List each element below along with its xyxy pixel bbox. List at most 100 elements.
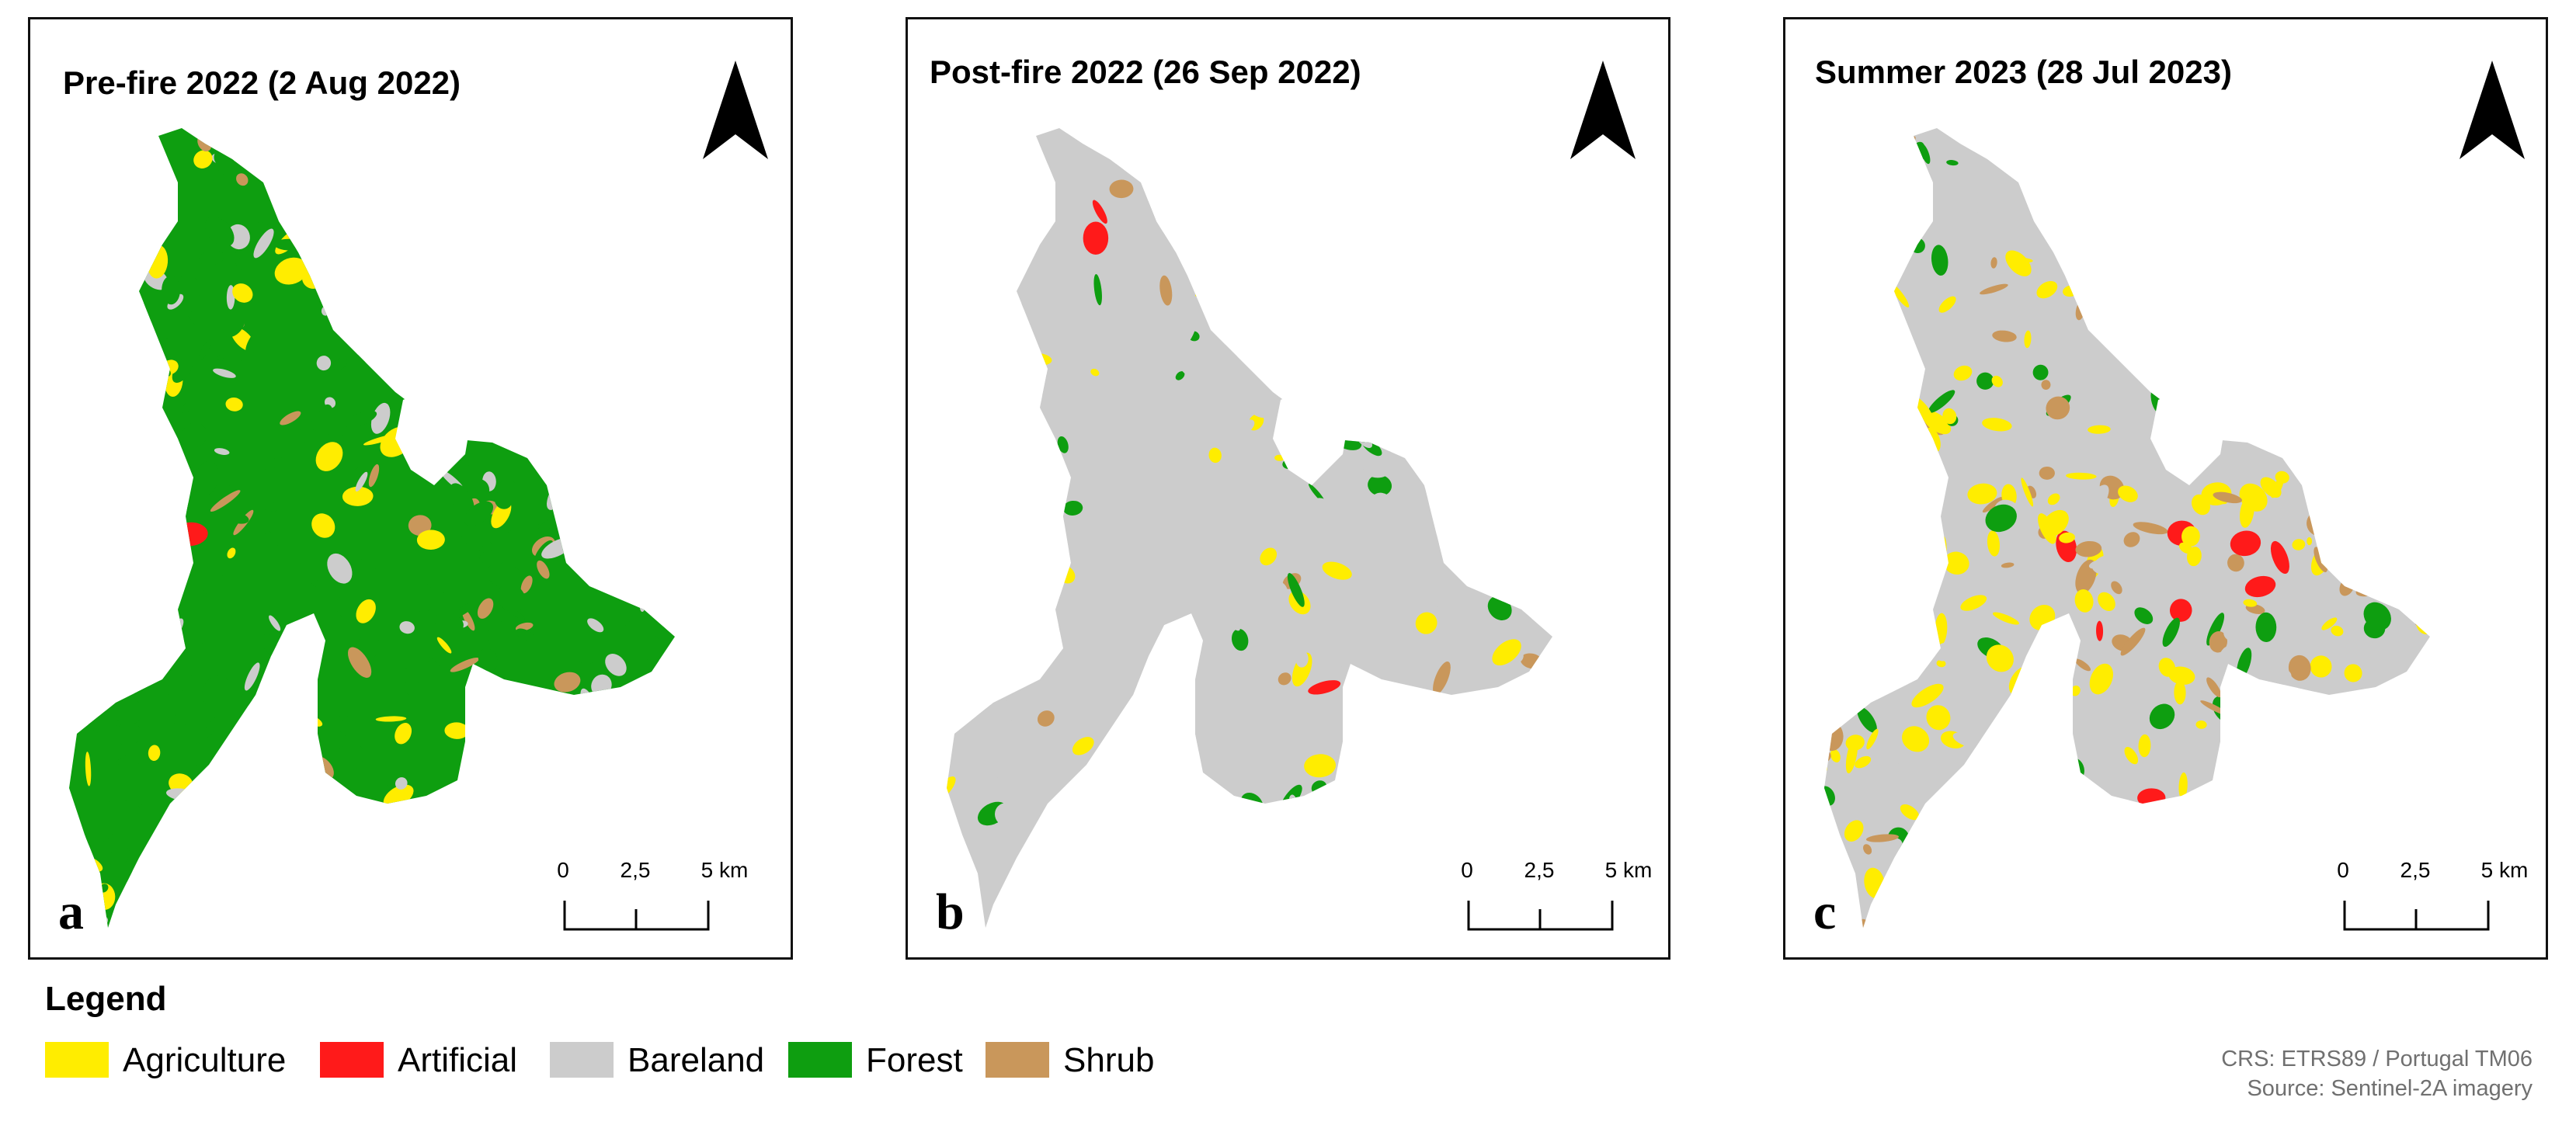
land-cover-patch (947, 276, 955, 287)
land-cover-patch (2369, 129, 2383, 144)
land-cover-patch (450, 657, 480, 672)
land-cover-patch (673, 614, 675, 620)
land-cover-patch (548, 198, 576, 224)
land-cover-patch (957, 591, 969, 605)
land-cover-patch (236, 173, 249, 186)
land-cover-patch (210, 169, 226, 185)
land-cover-patch (472, 772, 483, 785)
land-cover-patch (2140, 903, 2150, 912)
land-cover-patch (2333, 411, 2347, 428)
land-cover-patch (2279, 356, 2304, 366)
land-cover-patch (163, 835, 183, 856)
land-cover-patch (1475, 153, 1485, 163)
map-panel-post-fire: Post-fire 2022 (26 Sep 2022) 0 2,5 5 km … (906, 17, 1670, 960)
land-cover-patch (641, 711, 662, 731)
land-cover-patch (2366, 477, 2392, 487)
land-cover-patch (994, 803, 1017, 826)
land-cover-patch (1160, 533, 1174, 546)
land-cover-patch (193, 150, 213, 168)
land-cover-patch (572, 197, 600, 229)
land-cover-patch (162, 276, 180, 305)
land-cover-patch (980, 717, 996, 736)
land-cover-patch (1077, 780, 1095, 816)
land-cover-patch (1439, 432, 1452, 453)
land-cover-patch (1322, 561, 1352, 580)
land-cover-patch (1891, 241, 1906, 258)
land-cover-patch (1422, 228, 1441, 255)
land-cover-patch (200, 800, 213, 814)
land-cover-patch (948, 408, 972, 421)
land-cover-patch (426, 211, 434, 220)
land-cover-patch (432, 193, 451, 204)
land-cover-patch (1842, 309, 1852, 346)
land-cover-patch (1214, 750, 1232, 780)
land-cover-patch (949, 512, 973, 525)
land-cover-patch (2311, 888, 2337, 909)
land-cover-patch (1157, 797, 1168, 821)
land-cover-patch (986, 779, 999, 794)
land-cover-patch (1936, 659, 1946, 668)
land-cover-patch (464, 202, 471, 210)
scale-tick-label: 2,5 (2400, 858, 2431, 882)
land-cover-patch (277, 880, 288, 896)
land-cover-patch (1304, 309, 1316, 326)
land-cover-patch (363, 269, 398, 293)
land-cover-patch (2081, 178, 2100, 210)
land-cover-patch (221, 128, 237, 145)
land-cover-patch (1008, 508, 1030, 533)
land-cover-patch (1498, 512, 1516, 519)
land-cover-patch (1220, 727, 1245, 747)
land-cover-patch (156, 467, 183, 494)
land-cover-patch (1904, 353, 1916, 362)
land-cover-patch (1253, 623, 1265, 629)
land-cover-patch (1833, 339, 1849, 349)
land-cover-patch (2161, 288, 2178, 297)
land-cover-patch (1465, 465, 1473, 477)
land-cover-patch (1507, 726, 1521, 749)
land-cover-patch (2319, 155, 2341, 179)
land-cover-patch (2330, 763, 2348, 794)
land-cover-patch (1097, 886, 1125, 911)
land-cover-patch (651, 509, 662, 540)
land-cover-patch (1142, 877, 1159, 897)
land-cover-patch (2307, 226, 2326, 235)
land-cover-patch (1824, 439, 1834, 453)
land-cover-patch (1200, 676, 1236, 691)
land-cover-patch (956, 688, 982, 698)
land-cover-patch (1980, 283, 2008, 295)
land-cover-patch (127, 341, 157, 350)
land-cover-patch (565, 194, 575, 227)
land-cover-patch (963, 739, 994, 757)
land-cover-patch (2142, 168, 2150, 175)
land-cover-patch (1952, 732, 1984, 748)
land-cover-patch (234, 359, 252, 384)
land-cover-patch (2040, 883, 2054, 894)
land-cover-patch (1835, 925, 1849, 928)
land-cover-patch (2097, 391, 2116, 404)
land-cover-patch (1885, 300, 1894, 322)
land-cover-patch (194, 460, 219, 497)
land-cover-patch (985, 486, 1006, 516)
land-cover-patch (120, 310, 143, 336)
land-cover-patch (1066, 658, 1083, 686)
land-cover-patch (2321, 401, 2330, 432)
land-cover-patch (1548, 550, 1552, 581)
land-cover-patch (2074, 589, 2094, 613)
land-cover-patch (1135, 804, 1156, 826)
land-cover-patch (1938, 898, 1965, 923)
land-cover-patch (537, 179, 575, 189)
land-cover-patch (617, 467, 642, 476)
panel-title: Pre-fire 2022 (2 Aug 2022) (63, 64, 461, 101)
land-cover-patch (530, 861, 539, 873)
land-cover-patch (2403, 748, 2430, 766)
land-cover-patch (513, 346, 534, 354)
land-cover-patch (520, 313, 532, 330)
land-cover-patch (120, 641, 151, 659)
land-cover-patch (388, 155, 398, 168)
land-cover-patch (76, 253, 105, 283)
land-cover-patch (2051, 708, 2063, 722)
land-cover-patch (457, 454, 472, 491)
land-cover-patch (623, 325, 636, 332)
land-cover-patch (2391, 369, 2422, 391)
legend-label: Shrub (1063, 1041, 1155, 1079)
